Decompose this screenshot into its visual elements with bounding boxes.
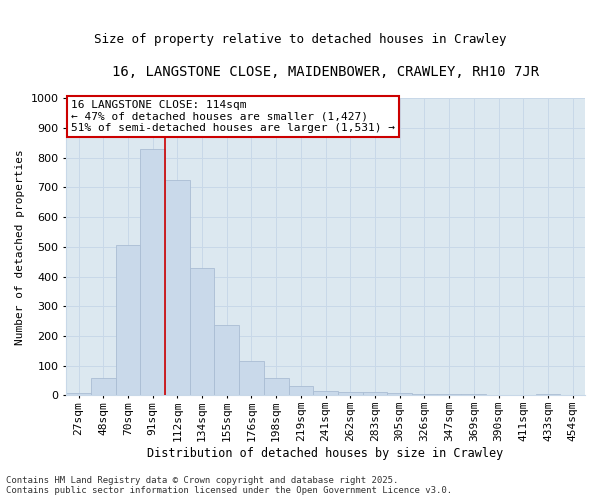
Bar: [313, 391, 338, 396]
X-axis label: Distribution of detached houses by size in Crawley: Distribution of detached houses by size …: [148, 447, 504, 460]
Text: 16 LANGSTONE CLOSE: 114sqm
← 47% of detached houses are smaller (1,427)
51% of s: 16 LANGSTONE CLOSE: 114sqm ← 47% of deta…: [71, 100, 395, 133]
Bar: [536, 394, 560, 396]
Bar: [140, 150, 165, 396]
Bar: [91, 378, 116, 396]
Text: Size of property relative to detached houses in Crawley: Size of property relative to detached ho…: [94, 32, 506, 46]
Bar: [388, 393, 412, 396]
Bar: [116, 246, 140, 396]
Bar: [214, 324, 239, 396]
Title: 16, LANGSTONE CLOSE, MAIDENBOWER, CRAWLEY, RH10 7JR: 16, LANGSTONE CLOSE, MAIDENBOWER, CRAWLE…: [112, 65, 539, 79]
Text: Contains HM Land Registry data © Crown copyright and database right 2025.
Contai: Contains HM Land Registry data © Crown c…: [6, 476, 452, 495]
Bar: [362, 392, 388, 396]
Bar: [338, 392, 362, 396]
Bar: [264, 378, 289, 396]
Bar: [165, 180, 190, 396]
Bar: [66, 393, 91, 396]
Bar: [289, 386, 313, 396]
Bar: [412, 394, 437, 396]
Y-axis label: Number of detached properties: Number of detached properties: [15, 149, 25, 344]
Bar: [461, 394, 486, 396]
Bar: [239, 361, 264, 396]
Bar: [437, 394, 461, 396]
Bar: [190, 268, 214, 396]
